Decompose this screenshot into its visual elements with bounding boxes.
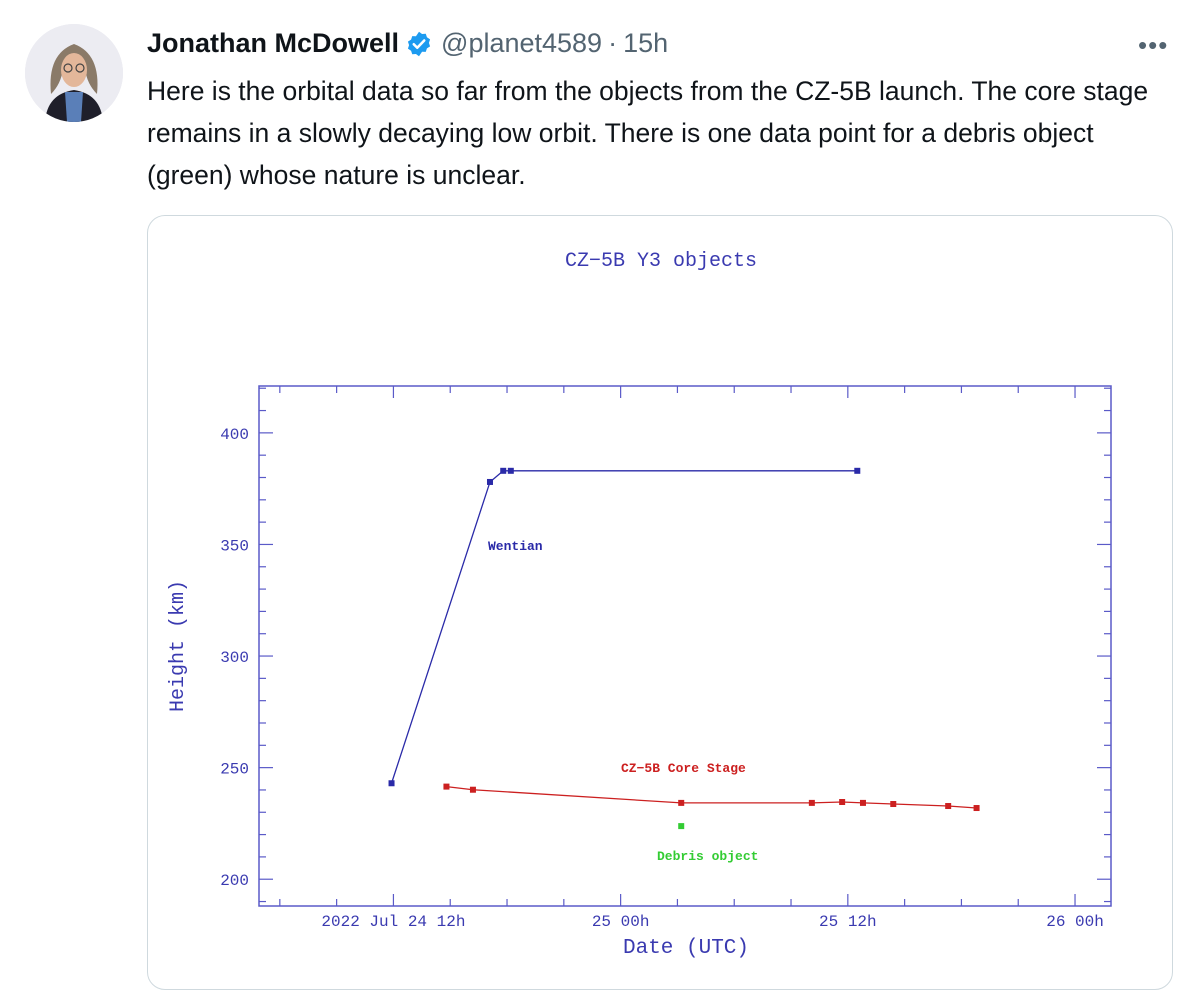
data-point xyxy=(859,799,866,806)
data-point xyxy=(678,799,685,806)
data-point xyxy=(945,803,952,810)
data-point xyxy=(839,799,846,805)
y-axis-label: Height (km) xyxy=(167,580,190,712)
tweet-header: Jonathan McDowell @planet4589 · 15h xyxy=(147,28,668,59)
tweet-text: Here is the orbital data so far from the… xyxy=(147,76,1149,190)
data-point xyxy=(507,467,514,474)
author-avatar[interactable] xyxy=(25,24,123,122)
debris-label: Debris object xyxy=(657,849,758,864)
orbital-chart: CZ−5B Y3 objects Date (UTC) Height (km) 202… xyxy=(167,250,1112,960)
series-line-1 xyxy=(446,785,977,809)
data-point xyxy=(469,786,476,793)
data-point xyxy=(808,799,815,806)
chart-title: CZ−5B Y3 objects xyxy=(565,250,757,273)
author-handle[interactable]: @planet4589 xyxy=(441,28,603,58)
data-point xyxy=(890,801,897,808)
verified-badge-icon xyxy=(407,31,431,56)
more-options-button[interactable]: ••• xyxy=(1138,30,1169,60)
data-point xyxy=(486,478,493,485)
plot-frame xyxy=(258,385,1112,907)
data-point xyxy=(388,780,395,787)
separator: · xyxy=(608,28,618,58)
y-tick-label: 200 xyxy=(220,872,249,890)
data-point xyxy=(500,467,507,474)
avatar-portrait-icon xyxy=(25,24,123,122)
author-name[interactable]: Jonathan McDowell xyxy=(147,28,400,58)
x-tick-label: 25 00h xyxy=(592,913,650,931)
data-point xyxy=(443,783,450,790)
data-point xyxy=(678,823,685,830)
x-tick-label: 2022 Jul 24 12h xyxy=(321,913,465,931)
y-tick-label: 250 xyxy=(220,761,249,779)
core-stage-label: CZ−5B Core Stage xyxy=(621,761,746,776)
x-tick-label: 25 12h xyxy=(819,913,877,931)
y-tick-label: 400 xyxy=(220,426,249,444)
x-axis-label: Date (UTC) xyxy=(623,937,749,960)
y-tick-label: 300 xyxy=(220,649,249,667)
tweet-media-card[interactable]: CZ−5B Y3 objects Date (UTC) Height (km) 202… xyxy=(147,215,1173,990)
series-line-0 xyxy=(390,470,858,784)
data-point xyxy=(973,805,980,812)
y-tick-label: 350 xyxy=(220,537,249,555)
wentian-label: Wentian xyxy=(488,539,543,554)
data-point xyxy=(854,467,861,474)
x-tick-label: 26 00h xyxy=(1046,913,1104,931)
tweet-timestamp[interactable]: 15h xyxy=(623,28,669,58)
